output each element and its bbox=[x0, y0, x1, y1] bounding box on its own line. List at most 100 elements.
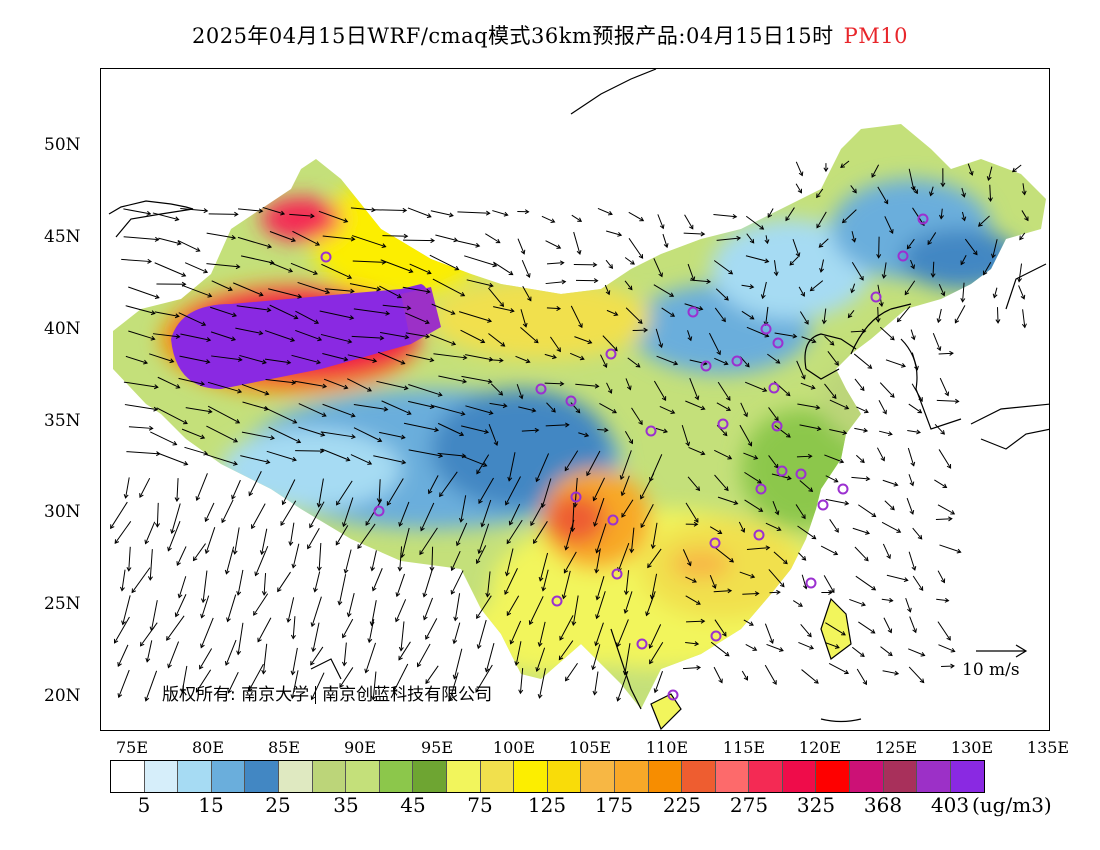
wind-arrow bbox=[937, 570, 946, 584]
wind-arrow bbox=[639, 473, 655, 500]
wind-arrow bbox=[854, 378, 865, 392]
wind-arrow bbox=[181, 284, 213, 298]
wind-arrow bbox=[232, 527, 240, 555]
wind-arrow bbox=[798, 642, 815, 650]
wind-arrow bbox=[179, 355, 211, 365]
wind-arrow bbox=[739, 424, 753, 447]
wind-arrow bbox=[964, 238, 978, 256]
wind-arrow bbox=[741, 670, 749, 681]
wind-arrow bbox=[907, 447, 916, 467]
wind-arrow bbox=[408, 449, 444, 459]
wind-arrow bbox=[352, 235, 387, 249]
wind-arrow bbox=[570, 402, 581, 414]
wind-arrow bbox=[743, 452, 759, 460]
wind-arrow bbox=[286, 597, 295, 623]
wind-arrow bbox=[619, 450, 632, 481]
wind-arrow bbox=[682, 665, 702, 671]
wind-arrow bbox=[351, 335, 385, 341]
wind-arrow bbox=[624, 280, 633, 291]
lat-label: 25N bbox=[44, 594, 81, 614]
lon-label: 120E bbox=[798, 738, 842, 757]
wind-arrow bbox=[357, 523, 376, 550]
wind-arrow bbox=[564, 519, 575, 551]
wind-arrow bbox=[852, 527, 871, 535]
title-text: 2025年04月15日WRF/cmaq模式36km预报产品:04月15日15时 bbox=[191, 24, 834, 48]
wind-arrow bbox=[398, 641, 411, 661]
wind-arrow bbox=[912, 527, 923, 540]
wind-arrow bbox=[431, 303, 456, 315]
wind-arrow bbox=[764, 235, 770, 245]
wind-arrow bbox=[825, 498, 850, 506]
wind-arrow bbox=[392, 663, 409, 693]
wind-arrow bbox=[746, 545, 771, 551]
wind-arrow bbox=[876, 447, 885, 462]
wind-arrow bbox=[432, 278, 466, 297]
wind-arrow bbox=[224, 546, 235, 575]
wind-arrow bbox=[316, 478, 324, 508]
wind-arrow bbox=[478, 477, 494, 505]
wind-arrow bbox=[110, 501, 128, 530]
wind-arrow bbox=[310, 596, 322, 628]
wind-arrow bbox=[170, 503, 181, 535]
wind-arrow bbox=[167, 520, 181, 552]
colorbar-swatch bbox=[144, 761, 179, 792]
wind-arrow bbox=[559, 615, 574, 641]
wind-arrow bbox=[128, 425, 154, 431]
wind-arrow bbox=[458, 495, 467, 523]
wind-arrow bbox=[796, 360, 806, 380]
wind-arrow bbox=[987, 184, 993, 203]
wind-arrow bbox=[264, 406, 298, 424]
wind-arrow bbox=[623, 570, 630, 596]
wind-arrow bbox=[851, 476, 871, 482]
wind-arrow bbox=[507, 452, 516, 482]
wind-arrow bbox=[204, 502, 215, 523]
wind-arrow bbox=[264, 330, 296, 342]
wind-arrow bbox=[311, 622, 320, 653]
wind-arrow bbox=[841, 209, 857, 224]
wind-arrow bbox=[177, 239, 201, 252]
wind-arrow bbox=[144, 670, 158, 702]
city-marker bbox=[710, 630, 722, 642]
wind-arrow bbox=[685, 502, 699, 523]
wind-arrow bbox=[520, 327, 539, 344]
wind-arrow bbox=[268, 288, 303, 299]
wind-arrow bbox=[710, 641, 730, 657]
wind-arrow bbox=[883, 617, 893, 634]
colorbar-swatch bbox=[850, 761, 884, 792]
city-marker bbox=[645, 425, 657, 437]
wind-arrow bbox=[379, 331, 410, 340]
colorbar-label: 5 bbox=[137, 793, 151, 817]
wind-arrow bbox=[347, 378, 372, 392]
wind-arrow bbox=[126, 546, 132, 572]
city-marker bbox=[320, 251, 332, 263]
wind-arrow bbox=[682, 549, 692, 567]
wind-arrow bbox=[247, 663, 264, 693]
wind-arrow bbox=[292, 230, 321, 246]
colorbar-label: 15 bbox=[198, 793, 224, 817]
wind-arrow bbox=[139, 477, 151, 498]
wind-arrow bbox=[261, 643, 268, 675]
wind-arrow bbox=[505, 476, 521, 506]
wind-arrow bbox=[685, 641, 700, 647]
wind-arrow bbox=[687, 330, 693, 342]
wind-arrow bbox=[156, 407, 188, 425]
wind-arrow bbox=[825, 475, 839, 483]
wind-arrow bbox=[816, 211, 827, 229]
wind-arrow bbox=[684, 214, 694, 230]
lon-label: 130E bbox=[950, 738, 994, 757]
wind-arrow bbox=[324, 288, 355, 294]
wind-arrow bbox=[409, 263, 432, 275]
wind-arrow bbox=[382, 233, 409, 239]
wind-arrow bbox=[909, 616, 917, 634]
city-marker bbox=[870, 291, 882, 303]
wind-arrow bbox=[425, 618, 438, 640]
city-marker bbox=[700, 360, 712, 372]
wind-arrow bbox=[347, 354, 378, 363]
wind-arrow bbox=[489, 357, 504, 363]
wind-arrow bbox=[504, 548, 514, 577]
wind-arrow bbox=[149, 600, 158, 632]
colorbar-swatch bbox=[782, 761, 817, 792]
map-frame[interactable] bbox=[100, 68, 1050, 731]
city-marker bbox=[917, 213, 929, 225]
wind-arrow bbox=[124, 404, 159, 412]
